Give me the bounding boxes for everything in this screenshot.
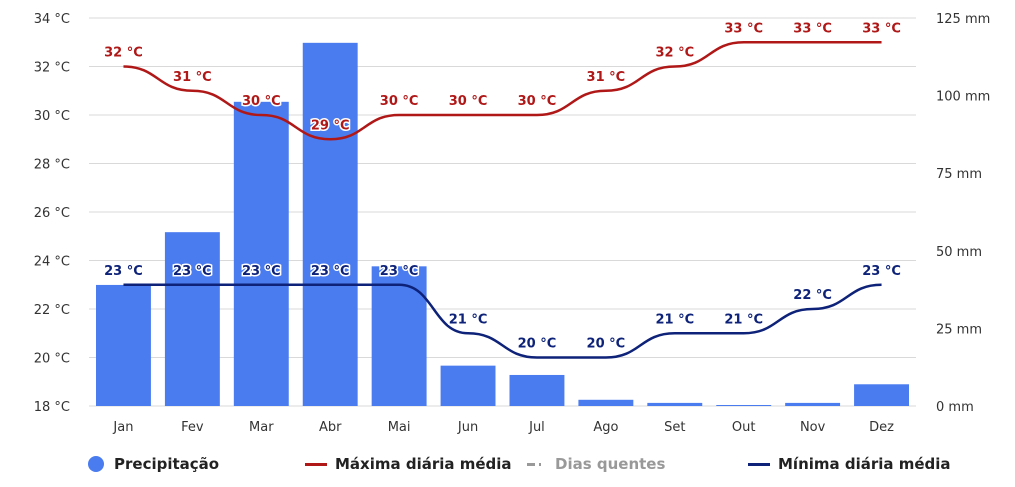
min-temp-data-label: 21 °C	[655, 312, 694, 327]
left-axis-tick: 28 °C	[34, 158, 70, 173]
x-axis-tick: Ago	[593, 420, 618, 435]
precipitation-bar	[371, 266, 427, 406]
max-temp-data-label: 30 °C	[242, 94, 281, 109]
precipitation-bar	[854, 384, 909, 406]
x-axis-tick: Jan	[112, 420, 133, 435]
max-temp-data-label: 33 °C	[724, 21, 763, 36]
max-temp-data-label: 32 °C	[104, 46, 143, 61]
right-axis-tick: 0 mm	[936, 400, 974, 415]
left-axis-tick: 34 °C	[34, 12, 70, 27]
max-temp-data-label: 30 °C	[518, 94, 557, 109]
x-axis-tick: Abr	[319, 420, 342, 435]
precipitation-bar	[785, 402, 841, 406]
x-axis-tick: Jul	[528, 420, 545, 435]
min-temp-data-label: 23 °C	[242, 264, 281, 279]
min-temp-data-label: 23 °C	[173, 264, 212, 279]
max-temp-data-label: 33 °C	[862, 21, 901, 36]
legend-label: Dias quentes	[555, 455, 666, 473]
min-temp-data-label: 20 °C	[587, 337, 626, 352]
precipitation-bar	[716, 405, 772, 406]
legend-item-max-temp[interactable]: Máxima diária média	[305, 455, 512, 473]
x-axis-tick: Set	[664, 420, 685, 435]
climate-chart: 18 °C 20 °C 22 °C 24 °C 26 °C 28 °C 30 °C 32 °C…	[34, 12, 991, 435]
precipitation-bar	[647, 402, 703, 406]
precipitation-bar	[96, 284, 151, 406]
legend-label: Mínima diária média	[778, 455, 951, 473]
max-temp-line	[123, 40, 882, 141]
min-temp-line	[123, 283, 882, 359]
left-axis-tick: 24 °C	[34, 255, 70, 270]
precipitation-bar	[164, 232, 220, 406]
precipitation-bar	[578, 399, 634, 406]
x-axis-tick: Mar	[249, 420, 274, 435]
x-axis-tick: Fev	[181, 420, 204, 435]
precipitation-bar	[302, 42, 358, 406]
right-axis-tick: 75 mm	[936, 167, 982, 182]
x-axis-tick: Nov	[800, 420, 826, 435]
precipitation-bar	[509, 374, 565, 406]
right-axis-tick: 25 mm	[936, 322, 982, 337]
max-temp-data-label: 33 °C	[793, 21, 832, 36]
left-axis-tick: 30 °C	[34, 109, 70, 124]
max-temp-data-label: 31 °C	[173, 70, 212, 85]
min-temp-data-label: 21 °C	[724, 312, 763, 327]
max-temp-data-label: 30 °C	[449, 94, 488, 109]
min-temp-data-label: 20 °C	[518, 337, 557, 352]
min-temp-data-label: 22 °C	[793, 288, 832, 303]
min-temp-data-label: 21 °C	[449, 312, 488, 327]
max-temp-data-label: 32 °C	[655, 46, 694, 61]
max-temp-data-label: 30 °C	[380, 94, 419, 109]
max-temp-data-label: 31 °C	[587, 70, 626, 85]
precipitation-bar	[440, 365, 496, 406]
right-axis-tick: 50 mm	[936, 245, 982, 260]
chart-legend: Precipitação Máxima diária média Dias qu…	[0, 455, 1015, 485]
left-axis-tick: 20 °C	[34, 352, 70, 367]
legend-item-precipitation[interactable]: Precipitação	[88, 455, 219, 473]
legend-item-min-temp[interactable]: Mínima diária média	[748, 455, 951, 473]
legend-dash-icon	[527, 462, 547, 466]
max-temp-data-label: 29 °C	[311, 118, 350, 133]
x-axis-tick: Mai	[388, 420, 411, 435]
left-axis-tick: 26 °C	[34, 206, 70, 221]
min-temp-data-label: 23 °C	[380, 264, 419, 279]
legend-label: Precipitação	[114, 455, 220, 473]
precipitation-bar	[233, 101, 289, 407]
legend-dot-icon	[88, 456, 104, 472]
left-axis-tick: 18 °C	[34, 400, 70, 415]
left-axis-tick: 32 °C	[34, 61, 70, 76]
legend-label: Máxima diária média	[335, 455, 512, 473]
min-temp-data-label: 23 °C	[862, 264, 901, 279]
legend-item-hot-days[interactable]: Dias quentes	[527, 455, 665, 473]
x-axis-tick: Out	[732, 420, 756, 435]
x-axis-tick: Jun	[457, 420, 478, 435]
x-axis-tick: Dez	[869, 420, 894, 435]
left-axis-tick: 22 °C	[34, 303, 70, 318]
right-axis-tick: 125 mm	[936, 12, 990, 27]
min-temp-data-label: 23 °C	[104, 264, 143, 279]
legend-line-icon	[305, 462, 327, 466]
right-axis-tick: 100 mm	[936, 90, 990, 105]
min-temp-data-label: 23 °C	[311, 264, 350, 279]
legend-line-icon	[748, 462, 770, 466]
